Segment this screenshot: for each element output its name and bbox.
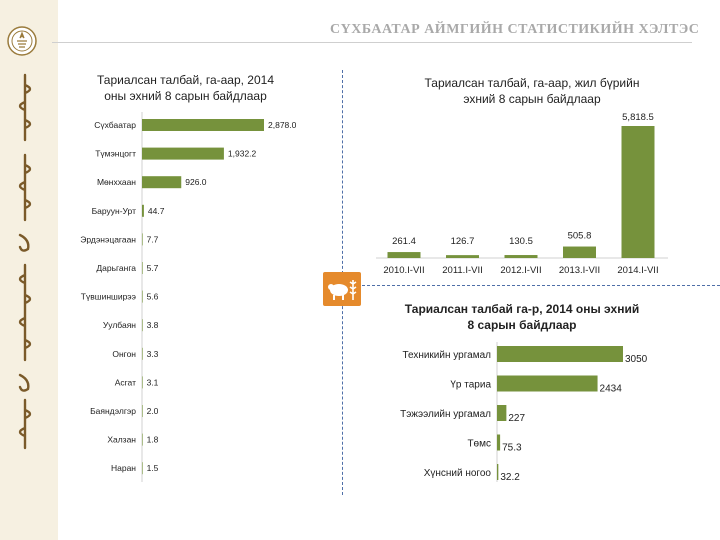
chart3-bar — [497, 434, 501, 451]
chart3-value-label: 75.3 — [502, 443, 522, 454]
chart1-category-label: Баруун-Урт — [92, 206, 137, 216]
chart2-value-label: 505.8 — [568, 231, 592, 242]
chart1-category-label: Асгат — [115, 377, 136, 387]
chart1-value-label: 926.0 — [185, 177, 207, 187]
chart1-category-label: Баяндэлгэр — [90, 406, 136, 416]
chart1-category-label: Уулбаян — [103, 320, 136, 330]
chart3-bar — [497, 405, 507, 421]
header-divider — [52, 42, 692, 43]
chart2-bar — [621, 126, 655, 258]
chart1-bar — [142, 262, 143, 274]
chart3-value-label: 3050 — [625, 354, 648, 365]
chart2-title-line: Тариалсан талбай, га-аар, жил бүрийн — [424, 76, 640, 90]
chart3-bar — [497, 464, 499, 480]
chart1-bar — [142, 462, 143, 475]
chart1-value-label: 5.6 — [147, 292, 159, 302]
chart1-category-label: Сүхбаатар — [94, 120, 136, 130]
chart2-category-label: 2012.I-VII — [500, 265, 541, 276]
chart2-value-label: 5,818.5 — [622, 112, 654, 123]
chart1-value-label: 44.7 — [148, 206, 165, 216]
chart1-value-label: 7.7 — [147, 234, 159, 244]
chart3-title-line: Тариалсан талбай га-р, 2014 оны эхний — [404, 302, 640, 316]
chart2-category-label: 2010.I-VII — [383, 265, 424, 276]
chart3-title: Тариалсан талбай га-р, 2014 оны эхний 8 … — [392, 301, 652, 333]
emblem-seal-icon — [7, 26, 37, 56]
chart3-value-label: 32.2 — [500, 472, 520, 483]
chart1-value-label: 5.7 — [147, 263, 159, 273]
chart1-bar — [142, 233, 143, 246]
chart1-bar — [142, 204, 144, 217]
mongolian-script-decoration — [18, 73, 32, 450]
chart2-title-line: эхний 8 сарын байдлаар — [463, 92, 601, 106]
chart1-category-label: Дарьганга — [96, 263, 136, 273]
chart1-value-label: 2.0 — [147, 406, 159, 416]
chart2-value-label: 126.7 — [451, 236, 475, 247]
chart1-category-label: Наран — [111, 463, 136, 473]
chart3-category-label: Хүнсний ногоо — [424, 468, 492, 479]
chart3-category-label: Техникийн ургамал — [402, 350, 491, 361]
chart1-value-label: 3.3 — [147, 349, 159, 359]
chart1-bar — [142, 433, 143, 446]
horizontal-divider — [352, 285, 720, 286]
chart1-category-label: Мөнххаан — [97, 177, 136, 187]
page-title: СҮХБААТАР АЙМГИЙН СТАТИСТИКИЙН ХЭЛТЭС — [330, 22, 700, 37]
chart1-value-label: 1.5 — [147, 463, 159, 473]
chart1-bar — [142, 147, 224, 160]
chart3-title-line: 8 сарын байдлаар — [467, 318, 577, 332]
chart2-value-label: 261.4 — [392, 236, 416, 247]
chart1-bar — [142, 376, 143, 389]
chart2-bar — [446, 255, 479, 258]
chart1-title: Тариалсан талбай, га-аар, 2014 оны эхний… — [78, 72, 293, 104]
chart2-bar — [563, 246, 596, 258]
chart1-value-label: 1,932.2 — [228, 149, 257, 159]
chart1-value-label: 3.8 — [147, 320, 159, 330]
chart3-category-label: Үр тариа — [450, 380, 491, 391]
chart1-bar — [142, 405, 143, 417]
chart3-bar — [497, 346, 623, 362]
chart1-category-label: Халзан — [107, 435, 136, 445]
chart1-category-label: Эрдэнэцагаан — [80, 234, 136, 244]
chart3-value-label: 2434 — [600, 384, 623, 395]
chart1-value-label: 2,878.0 — [268, 120, 297, 130]
mongolian-script-sidebar — [0, 0, 58, 540]
chart2-category-label: 2011.I-VII — [442, 265, 483, 276]
chart1-title-line: оны эхний 8 сарын байдлаар — [104, 89, 267, 103]
chart3-value-label: 227 — [508, 413, 525, 424]
chart1-bar — [142, 119, 264, 131]
chart1-bar — [142, 319, 143, 332]
chart2-category-label: 2014.I-VII — [617, 265, 658, 276]
chart2-title: Тариалсан талбай, га-аар, жил бүрийн эхн… — [392, 75, 672, 107]
chart2-value-label: 130.5 — [509, 236, 533, 247]
chart2-category-label: 2013.I-VII — [559, 265, 600, 276]
chart2-bar — [504, 255, 538, 258]
chart1-category-label: Түмэнцогт — [95, 149, 136, 159]
chart3-category-label: Төмс — [467, 439, 491, 450]
chart2-bar — [387, 252, 421, 258]
chart1-value-label: 1.8 — [147, 435, 159, 445]
chart3-category-label: Тэжээлийн ургамал — [400, 409, 491, 420]
section-icon-box — [323, 272, 361, 306]
chart1-bar — [142, 290, 143, 303]
chart1-bar — [142, 176, 182, 189]
chart1-bar — [142, 347, 143, 360]
chart1-category-label: Онгон — [112, 349, 136, 359]
chart1-value-label: 3.1 — [147, 377, 159, 387]
chart1-title-line: Тариалсан талбай, га-аар, 2014 — [97, 73, 274, 87]
chart1-category-label: Түвшинширээ — [81, 292, 136, 302]
sheep-wheat-icon — [328, 280, 357, 300]
chart3-bar — [497, 375, 598, 392]
